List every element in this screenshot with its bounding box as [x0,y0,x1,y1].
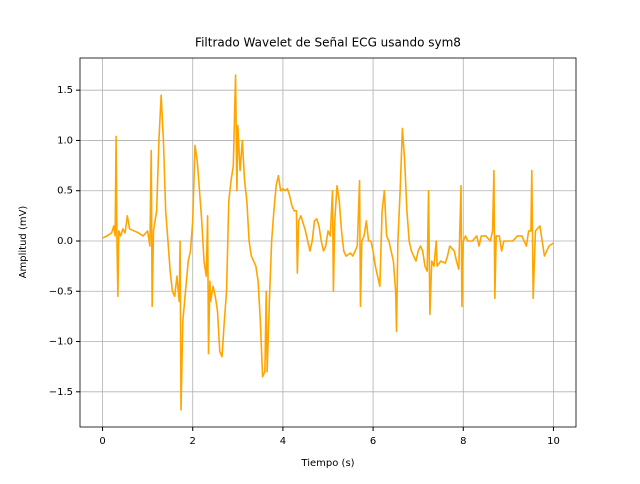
plot-frame [79,57,577,428]
y-tick-label: 1.5 [57,85,73,96]
x-tick-label: 2 [190,436,196,447]
y-tick-label: −1.5 [49,387,73,398]
y-tick-label: −1.0 [49,337,73,348]
x-tick-label: 8 [460,436,466,447]
y-tick-label: 0.5 [57,186,73,197]
x-axis-label: Tiempo (s) [300,458,354,469]
x-tick-label: 4 [280,436,286,447]
x-tick-label: 6 [370,436,376,447]
x-tick-label: 10 [547,436,560,447]
y-axis-label: Amplitud (mV) [18,206,29,279]
x-tick-label: 0 [99,436,105,447]
chart-title: Filtrado Wavelet de Señal ECG usando sym… [195,36,461,50]
line-series [102,74,554,411]
y-tick-label: 0.0 [57,236,73,247]
y-tick-label: 1.0 [57,135,73,146]
y-tick-label: −0.5 [49,286,73,297]
